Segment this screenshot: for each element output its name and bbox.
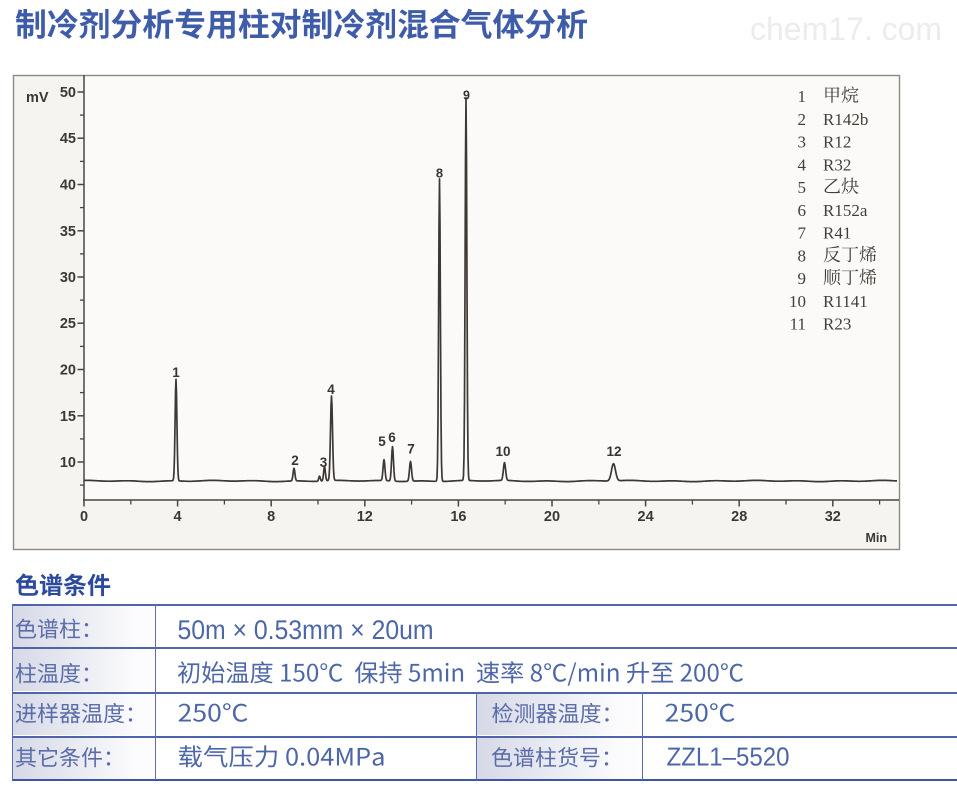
svg-text:28: 28: [731, 509, 747, 525]
svg-text:20: 20: [544, 509, 560, 525]
svg-text:25: 25: [60, 316, 76, 332]
svg-text:9: 9: [798, 269, 807, 288]
svg-text:7: 7: [407, 442, 415, 457]
svg-text:8: 8: [436, 166, 443, 181]
svg-text:6: 6: [798, 201, 807, 220]
svg-text:4: 4: [174, 509, 182, 525]
svg-text:chem17. com: chem17. com: [750, 11, 942, 47]
svg-text:R41: R41: [823, 224, 851, 243]
svg-text:50: 50: [60, 85, 76, 101]
svg-text:R12: R12: [823, 133, 851, 152]
svg-text:40: 40: [60, 178, 76, 194]
svg-text:3: 3: [320, 455, 328, 470]
svg-text:5: 5: [798, 178, 807, 197]
svg-text:5: 5: [378, 434, 386, 449]
svg-text:R32: R32: [823, 155, 851, 174]
svg-text:12: 12: [357, 509, 373, 525]
svg-text:10: 10: [495, 444, 510, 459]
svg-text:7: 7: [798, 224, 807, 243]
svg-text:30: 30: [60, 270, 76, 286]
svg-text:32: 32: [825, 509, 841, 525]
svg-text:3: 3: [798, 133, 807, 152]
svg-text:16: 16: [450, 509, 466, 525]
svg-text:4: 4: [327, 382, 335, 397]
svg-text:24: 24: [638, 509, 654, 525]
svg-text:1: 1: [798, 87, 807, 106]
svg-text:2: 2: [291, 453, 299, 468]
svg-text:Min: Min: [865, 531, 887, 545]
svg-text:35: 35: [60, 224, 76, 240]
svg-text:R1141: R1141: [823, 292, 868, 311]
svg-text:1: 1: [172, 365, 180, 380]
svg-text:0: 0: [80, 509, 88, 525]
svg-text:4: 4: [798, 155, 807, 174]
svg-text:2: 2: [798, 110, 807, 129]
svg-text:20: 20: [60, 363, 76, 379]
svg-text:10: 10: [789, 292, 806, 311]
svg-text:R142b: R142b: [823, 110, 868, 129]
svg-text:9: 9: [463, 89, 470, 103]
svg-text:R23: R23: [823, 315, 851, 334]
svg-text:10: 10: [60, 455, 76, 471]
svg-text:R152a: R152a: [823, 201, 868, 220]
svg-text:8: 8: [267, 509, 275, 525]
svg-text:11: 11: [790, 315, 806, 334]
svg-text:15: 15: [60, 409, 76, 425]
svg-text:45: 45: [60, 131, 76, 147]
svg-text:6: 6: [388, 430, 396, 445]
svg-text:12: 12: [606, 444, 621, 459]
svg-text:mV: mV: [26, 90, 49, 106]
svg-text:8: 8: [798, 246, 807, 265]
